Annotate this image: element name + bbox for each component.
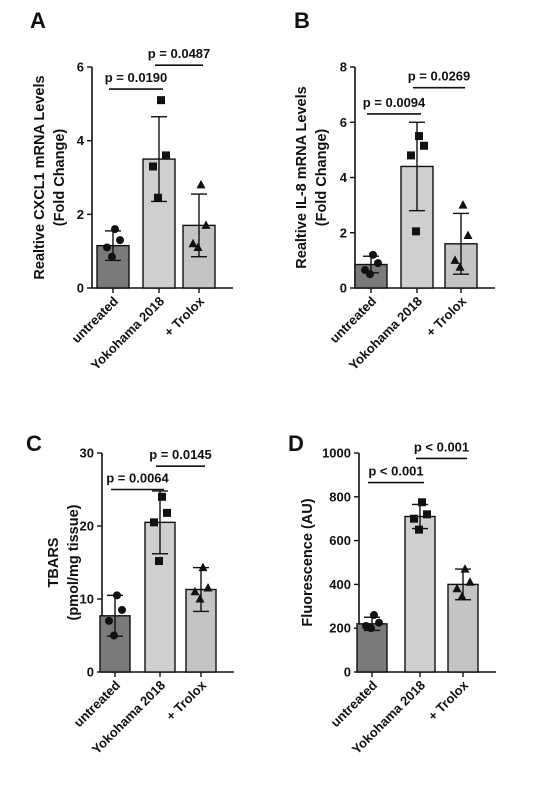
panel-letter: C	[26, 431, 42, 456]
x-category-label: + Trolox	[161, 293, 208, 340]
data-point	[110, 631, 118, 640]
panel-a: A 0 2 4 6 Realtive CXCL1 mRNA Levels (Fold Cha…	[30, 8, 233, 373]
data-point	[162, 151, 170, 160]
p-value-label: p = 0.0487	[148, 46, 211, 61]
data-point	[423, 510, 431, 519]
data-point	[201, 220, 211, 229]
p-value-label: p = 0.0269	[408, 69, 471, 84]
data-point	[198, 562, 208, 572]
data-point	[149, 162, 157, 171]
y-tick-label: 4	[340, 170, 348, 185]
data-point	[188, 238, 198, 248]
bar	[99, 615, 131, 673]
data-point	[410, 514, 418, 523]
data-point	[450, 255, 460, 264]
y-tick-label: 30	[80, 446, 94, 461]
data-point	[366, 270, 374, 279]
y-tick-label: 20	[80, 519, 94, 534]
data-point	[458, 200, 468, 209]
data-point	[163, 508, 171, 517]
p-value-label: p = 0.0145	[149, 447, 212, 462]
data-point	[118, 605, 126, 614]
y-axis-label: TBARS	[46, 537, 62, 587]
data-point	[154, 193, 162, 202]
data-point	[103, 243, 111, 252]
data-point	[452, 583, 462, 593]
y-tick-label: 0	[77, 281, 84, 296]
data-point	[375, 618, 383, 627]
data-point	[150, 518, 158, 527]
panel-letter: B	[294, 8, 310, 33]
y-axis-label: (Fold Change)	[52, 129, 68, 227]
y-tick-label: 6	[340, 115, 347, 130]
data-point	[196, 179, 206, 189]
data-point	[407, 151, 415, 160]
panel-letter: D	[288, 431, 304, 456]
p-value-label: p = 0.0190	[105, 70, 168, 85]
y-tick-label: 1000	[322, 446, 351, 461]
y-axis-label: Fluorescence (AU)	[300, 498, 316, 626]
y-axis-label: Realtive CXCL1 mRNA Levels	[32, 75, 48, 279]
data-point	[465, 577, 475, 586]
data-point	[455, 262, 465, 271]
data-point	[195, 594, 205, 603]
data-point	[367, 624, 375, 633]
data-point	[158, 492, 166, 501]
p-value-label: p < 0.001	[368, 464, 423, 479]
x-category-label: + Trolox	[425, 677, 472, 724]
x-category-label: + Trolox	[423, 293, 470, 340]
y-tick-label: 6	[77, 60, 84, 75]
p-value-label: p = 0.0064	[106, 471, 169, 486]
y-tick-label: 10	[80, 592, 94, 607]
data-point	[412, 227, 420, 236]
data-point	[113, 591, 121, 600]
data-point	[190, 586, 200, 596]
y-tick-label: 400	[329, 577, 351, 592]
x-category-label: + Trolox	[163, 677, 210, 724]
data-point	[415, 132, 423, 141]
data-point	[418, 498, 426, 507]
y-tick-label: 4	[77, 133, 85, 148]
y-axis-label: (pmol/mg tissue)	[66, 504, 82, 620]
y-axis-label: (Fold Change)	[314, 129, 330, 227]
data-point	[457, 591, 467, 600]
y-tick-label: 8	[340, 60, 347, 75]
data-point	[155, 557, 163, 566]
data-point	[369, 250, 377, 259]
data-point	[116, 236, 124, 245]
y-tick-label: 0	[340, 281, 347, 296]
y-tick-label: 0	[87, 665, 94, 680]
data-point	[193, 242, 203, 251]
y-tick-label: 200	[329, 621, 351, 636]
data-point	[415, 525, 423, 534]
data-point	[108, 252, 116, 261]
y-axis-label: Realtive IL-8 mRNA Levels	[294, 86, 310, 268]
panel-b: B 0 2 4 6 8 Realtive IL-8 mRNA Levels (Fold Cha…	[294, 8, 495, 373]
data-point	[105, 616, 113, 625]
y-tick-label: 800	[329, 489, 351, 504]
data-point	[157, 96, 165, 105]
bar	[404, 515, 436, 673]
data-point	[460, 564, 470, 573]
data-point	[463, 230, 473, 240]
panel-letter: A	[30, 8, 46, 33]
data-point	[111, 225, 119, 234]
data-point	[420, 141, 428, 150]
p-value-label: p < 0.001	[414, 439, 469, 454]
data-point	[374, 259, 382, 268]
data-point	[203, 583, 213, 592]
p-value-label: p = 0.0094	[363, 95, 426, 110]
y-tick-label: 600	[329, 533, 351, 548]
y-tick-label: 2	[340, 225, 347, 240]
y-tick-label: 0	[344, 665, 351, 680]
data-point	[370, 611, 378, 620]
y-tick-label: 2	[77, 207, 84, 222]
